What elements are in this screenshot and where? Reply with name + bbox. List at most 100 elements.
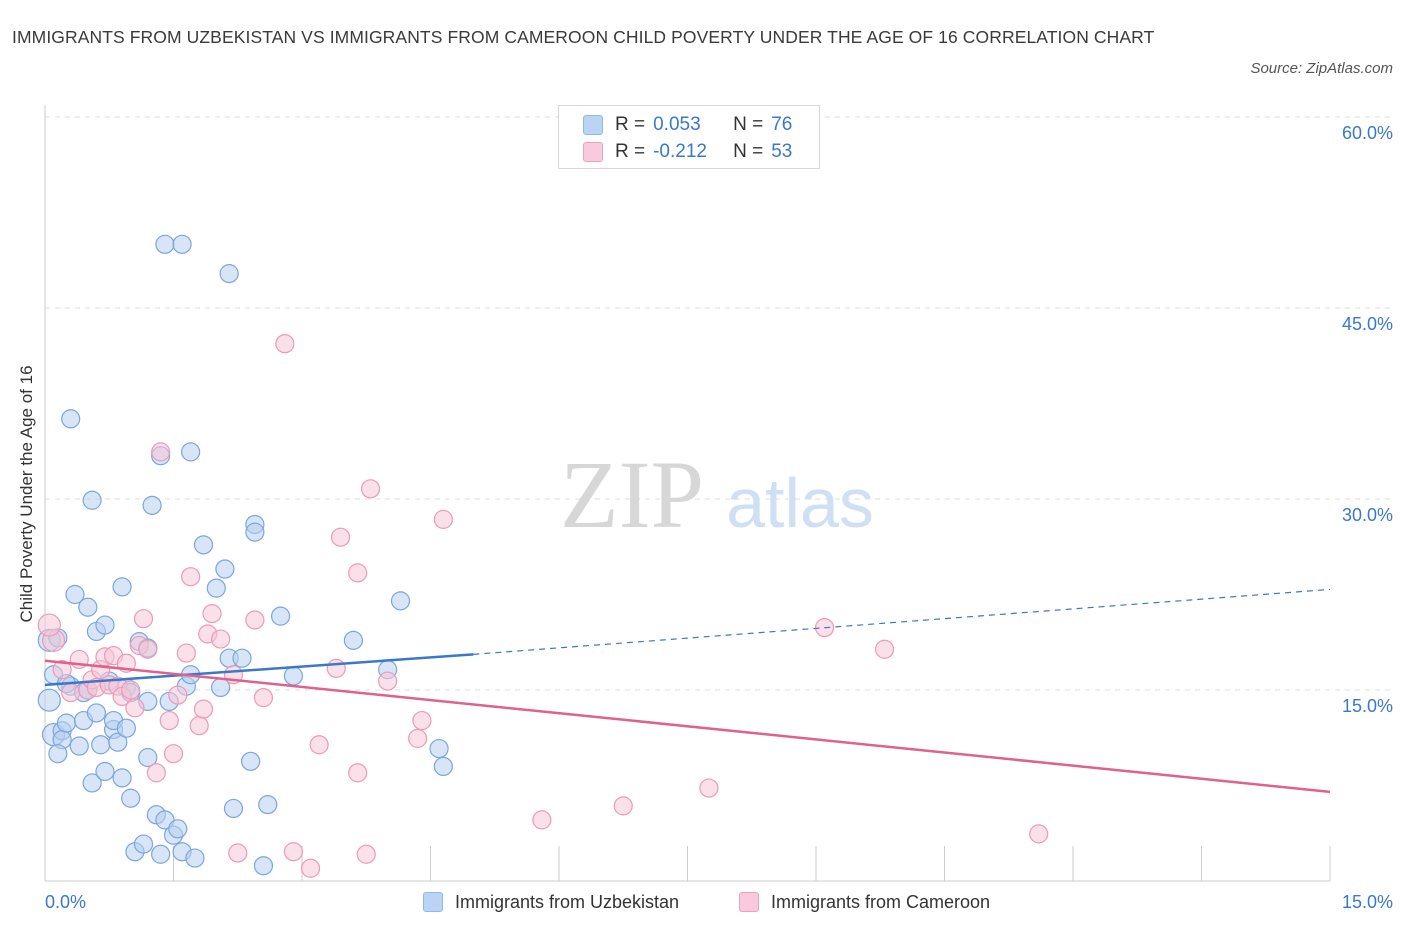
x-tick-label: 0.0% [45, 892, 86, 912]
point-uzbekistan [185, 848, 205, 868]
point-cameroon [348, 563, 368, 583]
point-cameroon [532, 810, 552, 830]
bottom-legend-uzbekistan: Immigrants from Uzbekistan [423, 890, 679, 914]
point-uzbekistan [168, 819, 188, 839]
point-cameroon [330, 527, 351, 547]
point-cameroon [253, 688, 274, 708]
legend-row-uzbekistan: R = 0.053 N = 76 [583, 113, 792, 137]
legend-n-value: 53 [771, 141, 793, 162]
y-tick-label: 30.0% [1342, 505, 1393, 525]
point-uzbekistan [223, 798, 244, 819]
point-uzbekistan [69, 736, 89, 756]
point-uzbekistan [253, 856, 274, 876]
point-uzbekistan [112, 768, 132, 788]
point-cameroon [61, 682, 81, 703]
point-cameroon [189, 716, 209, 736]
point-cameroon [211, 629, 231, 649]
correlation-legend: R = 0.053 N = 76 R = -0.212 N = 53 [558, 105, 820, 169]
y-axis-label: Child Poverty Under the Age of 16 [17, 365, 36, 623]
point-uzbekistan [429, 738, 449, 759]
point-cameroon [168, 685, 188, 705]
data-points [37, 234, 1049, 878]
point-uzbekistan [343, 630, 363, 650]
legend-n-label: N = [733, 141, 764, 162]
bottom-legend-cameroon: Immigrants from Cameroon [739, 890, 990, 914]
tick-labels: 15.0% 30.0% 45.0% 60.0% 0.0% 15.0% [45, 123, 1393, 912]
point-uzbekistan [241, 751, 261, 771]
bottom-legend-swatch-blue [423, 892, 443, 912]
point-uzbekistan [56, 713, 77, 733]
y-tick-label: 60.0% [1342, 123, 1393, 143]
y-tick-label: 45.0% [1342, 314, 1393, 334]
point-uzbekistan [172, 234, 192, 254]
point-cameroon [202, 603, 222, 624]
point-cameroon [176, 643, 196, 663]
point-uzbekistan [219, 264, 239, 284]
point-uzbekistan [390, 591, 411, 611]
point-cameroon [181, 567, 201, 587]
point-uzbekistan [270, 606, 291, 626]
watermark: ZIP atlas [560, 441, 874, 548]
point-uzbekistan [82, 490, 102, 510]
point-cameroon [163, 744, 184, 764]
legend-r-value: -0.212 [653, 141, 707, 162]
point-cameroon [1029, 824, 1049, 844]
point-uzbekistan [48, 744, 68, 764]
bottom-legend-swatch-pink [739, 892, 759, 912]
point-uzbekistan [91, 735, 111, 755]
point-uzbekistan [116, 718, 136, 738]
point-uzbekistan [258, 794, 278, 815]
point-uzbekistan [112, 577, 132, 597]
source-label: Source: ZipAtlas.com [1250, 60, 1393, 77]
point-cameroon [408, 728, 428, 748]
legend-r-label: R = [615, 114, 646, 135]
point-uzbekistan [133, 834, 154, 854]
point-cameroon [348, 763, 368, 783]
point-uzbekistan [245, 522, 265, 542]
point-uzbekistan [86, 703, 107, 723]
point-uzbekistan [142, 495, 162, 515]
y-tick-label: 15.0% [1342, 696, 1393, 716]
point-cameroon [159, 710, 179, 731]
trend-lines [44, 588, 1331, 794]
watermark-zip: ZIP [560, 441, 704, 548]
point-uzbekistan [82, 773, 102, 793]
point-uzbekistan [155, 234, 175, 254]
point-uzbekistan [215, 559, 235, 579]
legend-n-label: N = [733, 114, 764, 135]
point-uzbekistan [138, 747, 158, 768]
point-uzbekistan [95, 761, 115, 782]
watermark-atlas: atlas [726, 464, 874, 542]
point-cameroon [275, 334, 295, 354]
point-uzbekistan [181, 442, 201, 462]
point-uzbekistan [232, 648, 252, 668]
point-cameroon [326, 658, 346, 678]
point-cameroon [245, 610, 265, 630]
legend-r-label: R = [615, 141, 646, 162]
chart-title: IMMIGRANTS FROM UZBEKISTAN VS IMMIGRANTS… [12, 27, 1155, 47]
point-cameroon [133, 609, 154, 629]
point-uzbekistan [151, 844, 171, 864]
point-uzbekistan [95, 615, 115, 635]
bottom-legend-label: Immigrants from Uzbekistan [455, 891, 680, 912]
legend-swatch-pink [583, 142, 603, 162]
point-cameroon [699, 778, 719, 798]
trend-line-cameroon [44, 659, 1331, 794]
point-cameroon [309, 735, 329, 755]
point-uzbekistan [206, 578, 226, 598]
point-uzbekistan [193, 535, 214, 555]
point-cameroon [412, 710, 432, 731]
trend-line-uzbekistan-extension [473, 588, 1331, 655]
point-cameroon [138, 639, 158, 659]
gridlines [45, 116, 1395, 691]
point-uzbekistan [78, 597, 98, 617]
point-cameroon [37, 613, 61, 637]
point-cameroon [146, 763, 166, 783]
legend-r-value: 0.053 [653, 114, 701, 135]
point-cameroon [433, 509, 453, 529]
point-uzbekistan [61, 409, 81, 429]
bottom-legend-label: Immigrants from Cameroon [771, 891, 991, 912]
point-cameroon [151, 442, 171, 462]
legend-swatch-blue [583, 115, 603, 135]
point-cameroon [360, 479, 381, 499]
